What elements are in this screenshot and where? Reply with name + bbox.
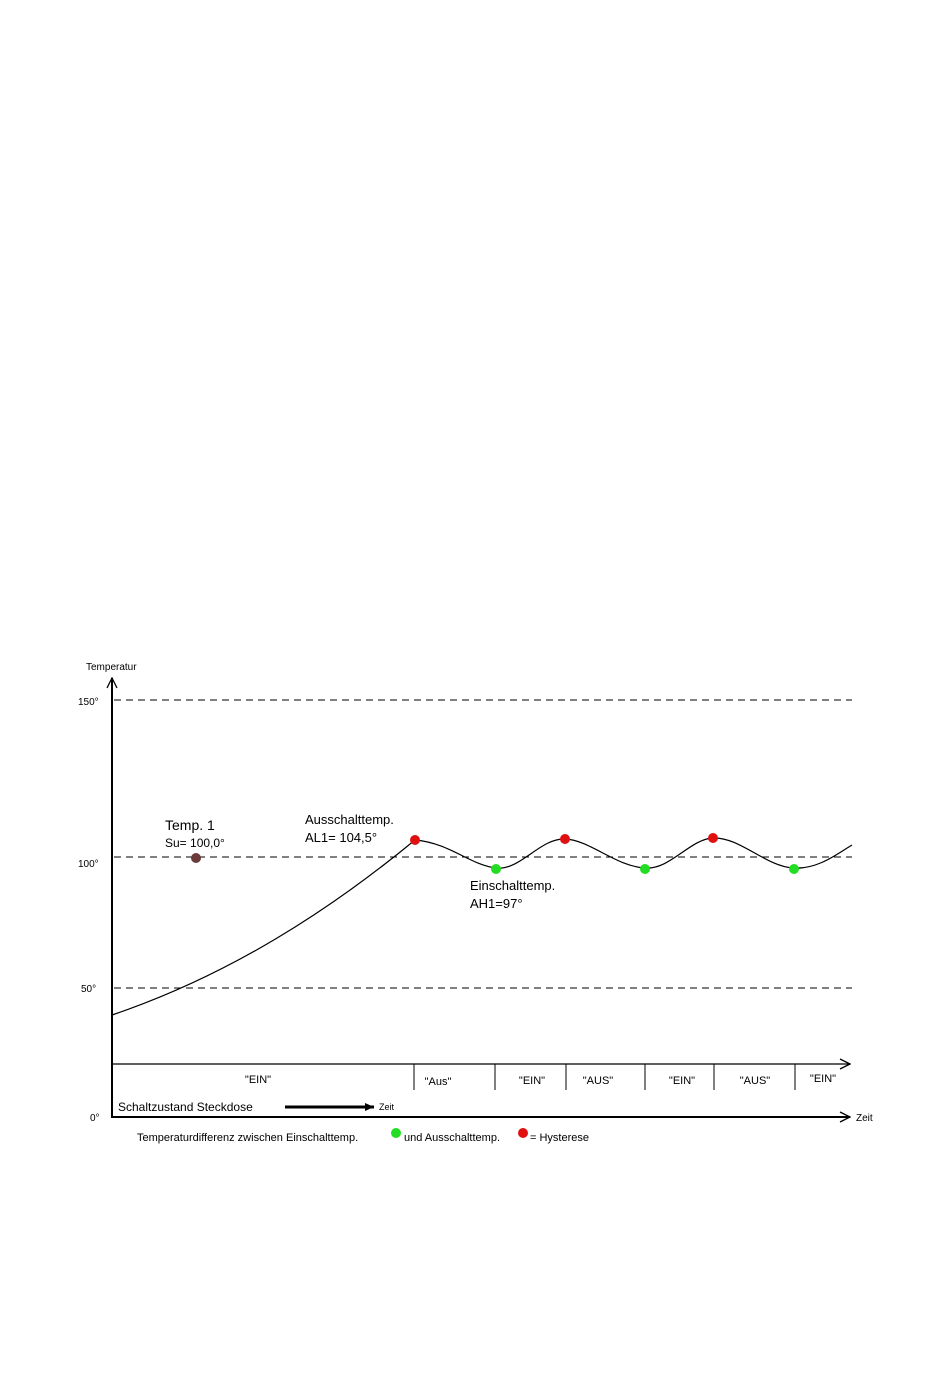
switch-on-title: Einschalttemp. bbox=[470, 878, 555, 893]
switch-off-point bbox=[410, 835, 420, 845]
state-label: "EIN" bbox=[519, 1075, 545, 1087]
x-axis-title: Zeit bbox=[856, 1113, 873, 1124]
footnote-part3: = Hysterese bbox=[530, 1132, 589, 1144]
setpoint-value: Su= 100,0° bbox=[165, 836, 225, 850]
switch-off-title: Ausschalttemp. bbox=[305, 812, 394, 827]
footnote-part1: Temperaturdifferenz zwischen Einschaltte… bbox=[137, 1132, 358, 1144]
y-tick-label-100: 100° bbox=[78, 859, 99, 870]
switch-off-point bbox=[560, 834, 570, 844]
y-tick-label-0: 0° bbox=[90, 1113, 100, 1124]
switch-off-point bbox=[708, 833, 718, 843]
y-axis-title: Temperatur bbox=[86, 662, 137, 673]
footnote-red-dot bbox=[518, 1128, 528, 1138]
state-label: "AUS" bbox=[583, 1075, 614, 1087]
state-label: "EIN" bbox=[245, 1074, 271, 1086]
switch-on-value: AH1=97° bbox=[470, 896, 523, 911]
footnote-part2: und Ausschalttemp. bbox=[404, 1132, 500, 1144]
y-tick-label-150: 150° bbox=[78, 697, 99, 708]
state-label: "Aus" bbox=[425, 1076, 452, 1088]
switch-on-point bbox=[491, 864, 501, 874]
switch-on-point bbox=[789, 864, 799, 874]
setpoint-title: Temp. 1 bbox=[165, 817, 215, 833]
y-tick-label-50: 50° bbox=[81, 984, 96, 995]
switch-off-value: AL1= 104,5° bbox=[305, 830, 377, 845]
state-bar-label: Schaltzustand Steckdose bbox=[118, 1100, 253, 1114]
state-label: "AUS" bbox=[740, 1075, 771, 1087]
switch-on-point bbox=[640, 864, 650, 874]
state-label: "EIN" bbox=[810, 1073, 836, 1085]
state-label: "EIN" bbox=[669, 1075, 695, 1087]
setpoint-marker bbox=[191, 853, 201, 863]
state-bar-arrow-label: Zeit bbox=[379, 1102, 395, 1112]
footnote-green-dot bbox=[391, 1128, 401, 1138]
